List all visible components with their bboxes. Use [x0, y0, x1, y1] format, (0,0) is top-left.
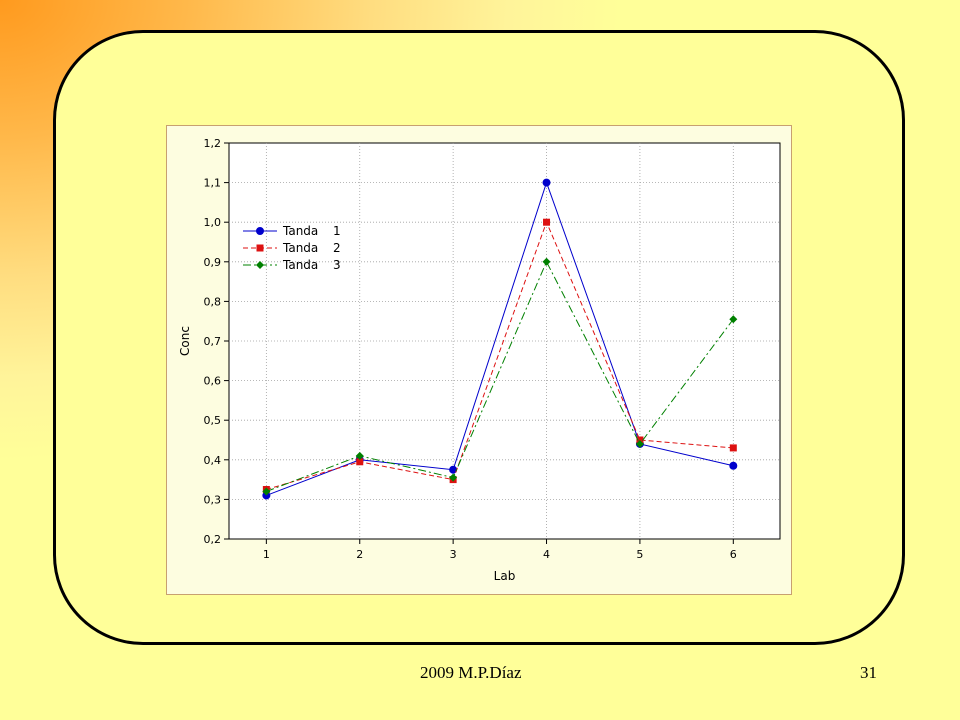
legend-id: 1	[333, 224, 341, 238]
data-point-2-6	[729, 444, 737, 452]
data-point-3-5	[635, 439, 644, 448]
x-axis-ticks: 1 2 3 4 5 6	[263, 539, 737, 561]
y-tick-label: 1,1	[204, 177, 222, 190]
data-point-3-6	[729, 315, 738, 324]
legend-label: Tanda	[282, 241, 318, 255]
footer-credit: 2009 M.P.Díaz	[420, 663, 522, 682]
series-layer	[262, 178, 738, 500]
x-tick-label: 3	[450, 548, 457, 561]
x-axis-title: Lab	[494, 569, 516, 583]
legend-item-3: Tanda 3	[243, 258, 341, 272]
y-tick-label: 0,3	[204, 493, 222, 506]
legend-marker	[256, 261, 264, 269]
y-tick-label: 0,8	[204, 295, 222, 308]
data-point-2-2	[356, 458, 364, 466]
series-line-2	[266, 220, 734, 490]
x-tick-label: 5	[636, 548, 643, 561]
series-line-1	[266, 181, 734, 496]
y-tick-label: 0,5	[204, 414, 222, 427]
y-tick-label: 0,4	[204, 454, 222, 467]
data-point-3-1	[262, 487, 271, 496]
data-point-1-4	[542, 178, 551, 187]
legend-label: Tanda	[282, 224, 318, 238]
y-tick-label: 0,6	[204, 375, 222, 388]
x-tick-label: 6	[730, 548, 737, 561]
data-point-2-4	[543, 218, 551, 226]
y-tick-label: 0,2	[204, 533, 222, 546]
x-tick-label: 2	[356, 548, 363, 561]
y-axis-title: Conc	[178, 326, 192, 356]
x-tick-label: 1	[263, 548, 270, 561]
data-point-1-6	[729, 461, 738, 470]
legend-id: 2	[333, 241, 341, 255]
legend-marker	[256, 227, 264, 235]
line-chart: 0,2 0,3 0,4 0,5 0,6 0,7 0,8 0,9 1,0 1,1 1,2 1 2 3 4 5 6…	[178, 137, 781, 583]
legend-label: Tanda	[282, 258, 318, 272]
legend-id: 3	[333, 258, 341, 272]
legend-item-1: Tanda 1	[243, 224, 341, 238]
data-point-3-3	[449, 473, 458, 482]
data-point-3-4	[542, 257, 551, 266]
y-tick-label: 1,2	[204, 137, 222, 150]
legend-item-2: Tanda 2	[243, 241, 341, 255]
y-tick-label: 0,7	[204, 335, 222, 348]
x-tick-label: 4	[543, 548, 550, 561]
series-3	[262, 257, 738, 496]
data-point-3-2	[355, 451, 364, 460]
y-tick-label: 0,9	[204, 256, 222, 269]
legend-marker	[256, 244, 264, 252]
page-number: 31	[860, 663, 877, 682]
legend: Tanda 1 Tanda 2 Tanda 3	[243, 224, 341, 272]
grid-lines	[229, 143, 780, 539]
y-axis-ticks: 0,2 0,3 0,4 0,5 0,6 0,7 0,8 0,9 1,0 1,1 1,2	[204, 137, 229, 546]
chart-panel: 0,2 0,3 0,4 0,5 0,6 0,7 0,8 0,9 1,0 1,1 1,2 1 2 3 4 5 6…	[166, 125, 792, 595]
y-tick-label: 1,0	[204, 216, 222, 229]
series-line-3	[266, 260, 734, 492]
